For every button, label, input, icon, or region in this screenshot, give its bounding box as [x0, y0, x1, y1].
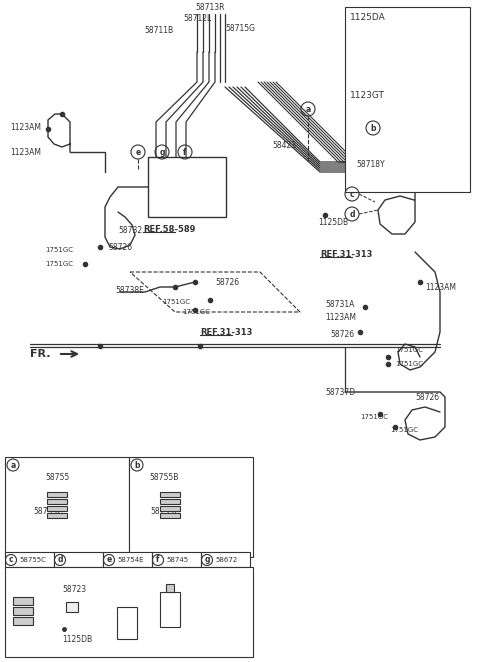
- Text: e: e: [135, 148, 141, 156]
- Text: 58738E: 58738E: [115, 285, 144, 295]
- Bar: [5, 567, 253, 657]
- Text: 58726: 58726: [330, 330, 354, 338]
- Text: 58712L: 58712L: [183, 13, 211, 23]
- Text: 1123AM: 1123AM: [425, 283, 456, 291]
- Text: 1751GC: 1751GC: [395, 361, 423, 367]
- Text: 58755C: 58755C: [33, 508, 62, 516]
- Text: 58732: 58732: [118, 226, 142, 234]
- Text: 58755C: 58755C: [19, 557, 46, 563]
- Text: a: a: [305, 105, 311, 113]
- Bar: [117, 607, 137, 639]
- Text: 1751GC: 1751GC: [360, 414, 388, 420]
- Bar: [47, 499, 67, 504]
- Bar: [201, 552, 250, 567]
- Text: 1751GC: 1751GC: [395, 347, 423, 353]
- Text: 58755C: 58755C: [150, 508, 180, 516]
- Bar: [54, 552, 103, 567]
- Text: 58718Y: 58718Y: [356, 160, 384, 169]
- Bar: [13, 607, 33, 615]
- Bar: [66, 602, 78, 612]
- Text: 1123AM: 1123AM: [325, 312, 356, 322]
- Text: c: c: [350, 189, 354, 199]
- Text: REF.58-589: REF.58-589: [143, 224, 195, 234]
- Text: b: b: [370, 124, 376, 132]
- Text: 58737D: 58737D: [325, 387, 355, 397]
- Text: 58715G: 58715G: [225, 23, 255, 32]
- Text: 58755: 58755: [45, 473, 69, 481]
- Text: FR.: FR.: [30, 349, 50, 359]
- Text: 58726: 58726: [215, 277, 239, 287]
- Text: 58755B: 58755B: [149, 473, 179, 481]
- Text: 58672: 58672: [215, 557, 237, 563]
- Text: 1751GC: 1751GC: [45, 261, 73, 267]
- Bar: [47, 492, 67, 497]
- Bar: [160, 513, 180, 518]
- Text: 58726: 58726: [108, 242, 132, 252]
- Text: 1125DB: 1125DB: [62, 634, 92, 643]
- Text: REF.31-313: REF.31-313: [320, 250, 372, 258]
- Bar: [13, 617, 33, 625]
- Bar: [166, 584, 174, 592]
- Bar: [152, 552, 201, 567]
- Text: g: g: [204, 555, 210, 565]
- Text: e: e: [107, 555, 112, 565]
- Text: 1125DA: 1125DA: [350, 13, 386, 21]
- Text: 1123AM: 1123AM: [10, 122, 41, 132]
- Text: 58726: 58726: [415, 393, 439, 401]
- Text: 58713R: 58713R: [195, 3, 225, 11]
- Text: b: b: [134, 461, 140, 469]
- Text: 1125DB: 1125DB: [318, 218, 348, 226]
- Text: 58754E: 58754E: [117, 557, 144, 563]
- Bar: [103, 552, 152, 567]
- Bar: [13, 597, 33, 605]
- Bar: [5, 457, 129, 557]
- Text: c: c: [9, 555, 13, 565]
- Bar: [345, 7, 470, 192]
- Text: 1751GC: 1751GC: [390, 427, 418, 433]
- Bar: [5, 552, 54, 567]
- Text: 1751GC: 1751GC: [182, 309, 210, 315]
- Bar: [160, 592, 180, 627]
- Text: 58723: 58723: [62, 585, 86, 594]
- Text: d: d: [57, 555, 63, 565]
- Text: 58745: 58745: [166, 557, 188, 563]
- Text: 1751GC: 1751GC: [45, 247, 73, 253]
- Text: 58711B: 58711B: [144, 26, 173, 34]
- Text: 58731A: 58731A: [325, 299, 354, 308]
- Text: 1123GT: 1123GT: [350, 91, 385, 99]
- Bar: [160, 506, 180, 511]
- Bar: [47, 513, 67, 518]
- Bar: [148, 157, 226, 217]
- Text: f: f: [183, 148, 187, 156]
- Text: 1751GC: 1751GC: [162, 299, 190, 305]
- Text: a: a: [11, 461, 16, 469]
- Text: d: d: [349, 209, 355, 218]
- Text: REF.31-313: REF.31-313: [200, 328, 252, 336]
- Bar: [47, 506, 67, 511]
- Bar: [129, 457, 253, 557]
- Bar: [160, 492, 180, 497]
- Bar: [160, 499, 180, 504]
- Text: 1123AM: 1123AM: [10, 148, 41, 156]
- Text: g: g: [159, 148, 165, 156]
- Text: 58423: 58423: [272, 140, 296, 150]
- Text: f: f: [156, 555, 160, 565]
